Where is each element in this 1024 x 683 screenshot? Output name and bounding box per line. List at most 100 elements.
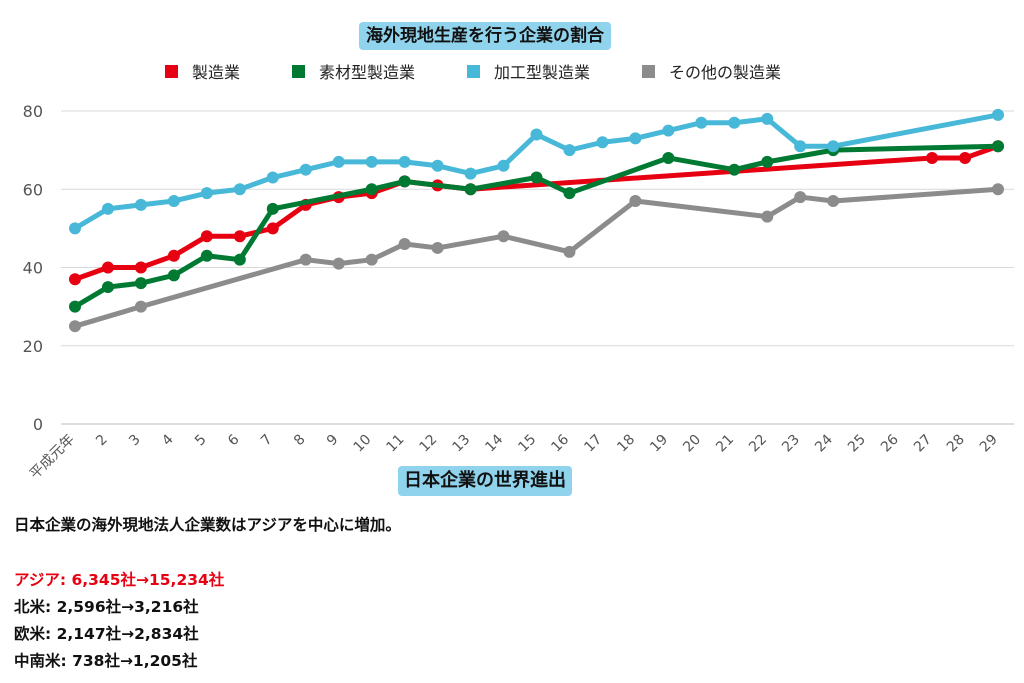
data-point <box>761 155 774 168</box>
x-tick-label: 24 <box>812 431 836 455</box>
legend-label: その他の製造業 <box>669 63 782 82</box>
section-title: 日本企業の世界進出 <box>398 466 572 496</box>
region-stats: アジア: 6,345社→15,234社 北米: 2,596社→3,216社 欧米… <box>14 567 224 675</box>
data-point <box>794 140 807 153</box>
legend-label: 製造業 <box>192 63 241 82</box>
data-point <box>695 116 708 129</box>
y-tick-label: 40 <box>23 259 43 278</box>
x-tick-label: 4 <box>159 431 177 449</box>
x-tick-label: 14 <box>482 431 506 455</box>
chart-legend: 製造業 素材型製造業 加工型製造業 その他の製造業 <box>165 58 833 84</box>
data-point <box>200 187 213 200</box>
chart-title: 海外現地生産を行う企業の割合 <box>359 22 611 50</box>
y-tick-label: 0 <box>33 415 43 434</box>
x-tick-label: 27 <box>911 432 935 456</box>
data-point <box>728 163 741 176</box>
x-tick-label: 6 <box>225 431 243 449</box>
y-tick-label: 80 <box>23 102 43 121</box>
x-tick-label: 15 <box>515 432 539 456</box>
data-point <box>728 116 741 129</box>
x-tick-label: 22 <box>746 432 770 456</box>
data-point <box>233 183 246 196</box>
legend-swatch <box>292 64 306 78</box>
x-tick-label: 29 <box>977 432 1001 456</box>
data-point <box>959 151 972 164</box>
data-point <box>629 194 642 207</box>
data-point <box>926 151 939 164</box>
data-point <box>134 300 147 313</box>
data-point <box>167 194 180 207</box>
x-tick-label: 9 <box>324 432 342 450</box>
data-point <box>827 194 840 207</box>
data-point <box>69 300 81 313</box>
data-point <box>101 281 114 294</box>
data-point <box>992 108 1004 121</box>
data-point <box>530 171 543 184</box>
data-point <box>563 245 576 258</box>
data-point <box>167 249 180 262</box>
legend-item-processing: 加工型製造業 <box>467 59 590 83</box>
x-tick-label: 21 <box>713 432 737 456</box>
data-point <box>233 253 246 266</box>
data-point <box>134 261 147 274</box>
data-point <box>233 230 246 243</box>
data-point <box>563 187 576 200</box>
x-tick-label: 19 <box>647 432 671 456</box>
legend-swatch <box>642 64 656 78</box>
data-point <box>101 261 114 274</box>
x-tick-label: 20 <box>680 432 704 456</box>
data-point <box>398 155 411 168</box>
series-line-0 <box>72 143 1001 282</box>
data-point <box>794 191 807 204</box>
data-point <box>365 183 378 196</box>
x-tick-label: 28 <box>944 432 968 456</box>
data-point <box>497 159 510 172</box>
data-point <box>464 183 477 196</box>
x-tick-label: 13 <box>449 432 473 456</box>
x-tick-label: 12 <box>417 432 441 456</box>
legend-label: 加工型製造業 <box>494 63 591 82</box>
data-point <box>332 155 345 168</box>
data-point <box>266 202 279 215</box>
data-point <box>761 112 774 125</box>
data-point <box>69 273 81 286</box>
x-tick-label: 7 <box>258 432 276 450</box>
data-point <box>101 202 114 215</box>
data-point <box>266 222 279 235</box>
data-point <box>365 253 378 266</box>
region-stat-north-america: 北米: 2,596社→3,216社 <box>14 598 199 616</box>
x-tick-label: 3 <box>126 432 144 450</box>
data-point <box>992 140 1004 153</box>
x-tick-label: 16 <box>548 431 572 455</box>
data-point <box>563 144 576 157</box>
legend-swatch <box>165 64 178 78</box>
data-point <box>299 253 312 266</box>
x-tick-label: 26 <box>878 431 902 455</box>
data-point <box>761 210 774 223</box>
data-point <box>167 269 180 282</box>
x-tick-label: 5 <box>192 432 210 450</box>
data-point <box>596 136 609 149</box>
x-tick-label: 17 <box>581 432 605 456</box>
data-point <box>431 159 444 172</box>
data-point <box>398 238 411 251</box>
data-point <box>69 320 81 333</box>
x-tick-label: 2 <box>93 432 111 450</box>
data-point <box>266 171 279 184</box>
data-point <box>827 140 840 153</box>
data-point <box>497 230 510 243</box>
x-tick-label: 11 <box>384 432 408 456</box>
x-tick-label: 8 <box>291 432 309 450</box>
data-point <box>992 183 1004 196</box>
x-tick-label: 10 <box>351 432 375 456</box>
x-tick-label: 18 <box>614 432 638 456</box>
region-stat-asia: アジア: 6,345社→15,234社 <box>14 571 225 589</box>
data-point <box>332 257 345 270</box>
data-point <box>200 230 213 243</box>
data-point <box>662 124 675 137</box>
series-line-1 <box>72 143 1001 310</box>
legend-label: 素材型製造業 <box>319 63 416 82</box>
region-stat-europe: 欧米: 2,147社→2,834社 <box>14 625 199 643</box>
region-stat-latin-america: 中南米: 738社→1,205社 <box>14 652 198 670</box>
data-point <box>69 222 81 235</box>
